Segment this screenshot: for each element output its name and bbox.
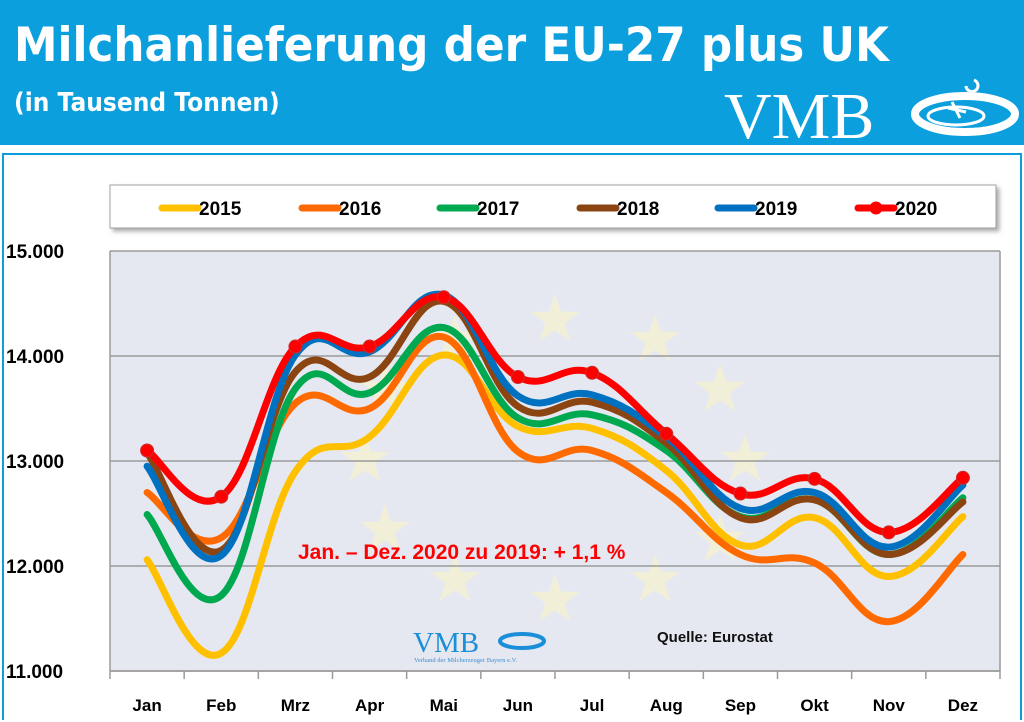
x-tick-label: Mrz	[281, 696, 310, 715]
star-icon	[695, 364, 745, 411]
y-tick-label: 14.000	[6, 347, 64, 368]
y-tick-label: 12.000	[6, 557, 64, 578]
data-point-2020	[955, 470, 970, 485]
data-point-2020	[214, 489, 229, 504]
star-icon	[530, 294, 580, 341]
y-tick-label: 15.000	[6, 242, 64, 263]
data-point-2020	[733, 486, 748, 501]
x-tick-label: Dez	[948, 696, 978, 715]
x-tick-label: Jan	[132, 696, 161, 715]
data-point-2020	[288, 339, 303, 354]
data-point-2020	[585, 365, 600, 380]
series-line-2015	[143, 351, 967, 659]
star-icon	[720, 434, 770, 481]
change-annotation: Jan. – Dez. 2020 zu 2019: + 1,1 %	[298, 541, 626, 564]
y-tick-label: 11.000	[6, 662, 63, 683]
chart-frame	[2, 153, 1022, 720]
legend-marker-2020	[869, 201, 883, 215]
legend-label-2019: 2019	[755, 199, 797, 220]
series-2019	[143, 290, 967, 563]
x-tick-label: Aug	[650, 696, 683, 715]
data-point-2020	[807, 471, 822, 486]
small-swoosh-icon	[498, 632, 546, 650]
x-tick-label: Nov	[873, 696, 906, 715]
small-logo-text: VMB	[413, 627, 479, 659]
y-tick-label: 13.000	[6, 452, 64, 473]
x-tick-label: Jul	[580, 696, 605, 715]
small-vmb-logo: VMB Verband der Milcherzeuger Bayern e.V…	[413, 627, 546, 664]
star-icon	[360, 504, 410, 551]
vmb-logo-text: VMB	[724, 80, 874, 144]
series-2020	[140, 290, 970, 540]
vmb-logo: VMB	[724, 78, 1019, 144]
star-icon	[630, 554, 680, 601]
data-point-2020	[510, 370, 525, 384]
page-subtitle: (in Tausend Tonnen)	[14, 88, 280, 118]
legend-label-2015: 2015	[199, 199, 242, 220]
x-tick-label: Apr	[355, 696, 385, 715]
star-icon	[360, 364, 410, 411]
star-icon	[630, 314, 680, 361]
legend-label-2018: 2018	[617, 199, 659, 220]
star-icon	[340, 434, 390, 481]
x-tick-label: Feb	[206, 696, 236, 715]
data-point-2020	[140, 443, 155, 458]
title-banner: Milchanlieferung der EU-27 plus UK (in T…	[0, 0, 1024, 145]
data-point-2020	[436, 290, 451, 305]
x-tick-label: Sep	[725, 696, 756, 715]
series-2015	[143, 351, 967, 659]
legend-label-2017: 2017	[477, 199, 519, 220]
cyclist-swoosh-icon	[911, 78, 1019, 136]
data-point-2020	[881, 525, 896, 540]
x-tick-label: Jun	[503, 696, 533, 715]
page-title: Milchanlieferung der EU-27 plus UK	[14, 18, 889, 73]
star-icon	[430, 314, 480, 361]
legend-label-2020: 2020	[895, 199, 937, 220]
small-logo-caption: Verband der Milcherzeuger Bayern e.V.	[414, 657, 517, 664]
star-icon	[530, 574, 580, 621]
x-tick-label: Okt	[800, 696, 829, 715]
legend-label-2016: 2016	[339, 199, 381, 220]
x-tick-label: Mai	[430, 696, 458, 715]
series-line-2019	[143, 290, 967, 563]
data-point-2020	[659, 426, 674, 441]
legend: 2015 2016 2017 2018 2019 2020	[109, 184, 997, 229]
series-line-2020	[143, 293, 967, 536]
legend-box	[109, 184, 997, 229]
star-icon	[430, 554, 480, 601]
data-point-2020	[362, 339, 377, 354]
source-label: Quelle: Eurostat	[657, 629, 773, 646]
